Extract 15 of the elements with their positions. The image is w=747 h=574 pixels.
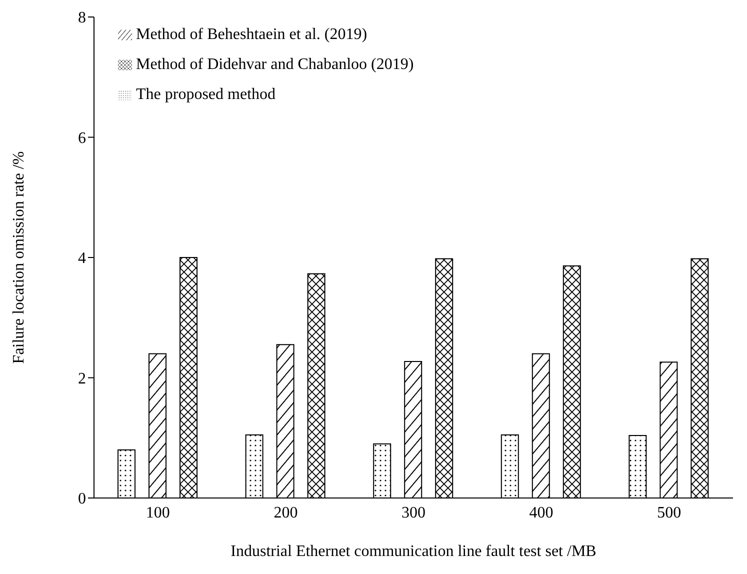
x-tick-label: 100 [146, 504, 170, 522]
y-tick-label: 2 [78, 370, 86, 388]
x-axis-title: Industrial Ethernet communication line fault test set /MB [230, 543, 596, 560]
x-tick-label: 500 [657, 504, 682, 522]
legend-label: The proposed method [136, 86, 276, 103]
y-axis-title: Failure location omission rate /% [10, 151, 28, 364]
y-tick-label: 0 [78, 490, 86, 508]
y-tick-label: 6 [78, 130, 86, 147]
legend-label: Method of Didehvar and Chabanloo (2019) [136, 56, 414, 73]
legend-label: Method of Beheshtaein et al. (2019) [136, 26, 368, 43]
x-tick-label: 300 [402, 504, 426, 522]
y-tick-label: 4 [78, 250, 86, 268]
x-tick-label: 200 [274, 504, 298, 522]
x-tick-label: 400 [529, 504, 554, 522]
y-tick-label: 8 [78, 10, 86, 27]
